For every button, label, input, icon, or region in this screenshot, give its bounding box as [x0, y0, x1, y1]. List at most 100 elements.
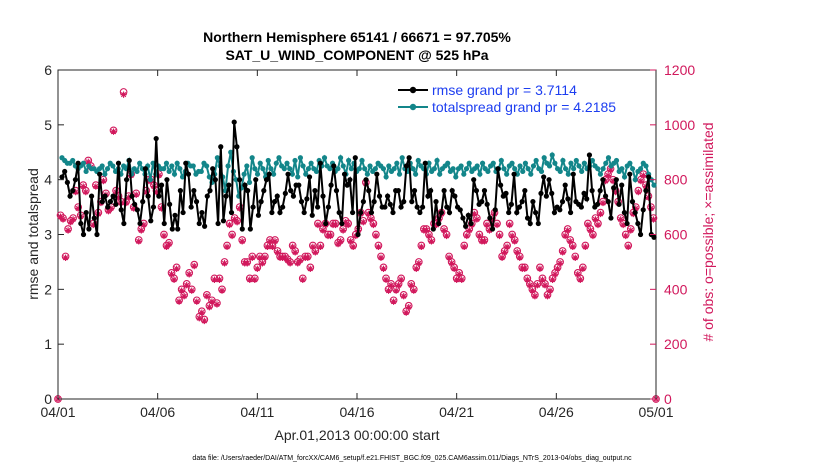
- rmse-point: [78, 220, 84, 227]
- totalspread-point: [498, 157, 504, 164]
- rmse-point: [371, 199, 377, 205]
- totalspread-point: [276, 155, 282, 161]
- x-tick-label: 04/06: [140, 404, 175, 420]
- rmse-point: [290, 193, 297, 199]
- rmse-point: [401, 199, 407, 205]
- rmse-point: [557, 207, 563, 213]
- rmse-point: [570, 171, 576, 177]
- obs-assimilated-point: [541, 282, 549, 289]
- obs-assimilated-point: [483, 221, 491, 229]
- rmse-point: [376, 193, 383, 199]
- obs-assimilated-point: [143, 188, 150, 196]
- rmse-point: [374, 171, 380, 177]
- legend-rmse-label: rmse grand pr = 3.7114: [432, 82, 577, 98]
- obs-assimilated-point: [529, 287, 536, 294]
- rmse-point: [223, 193, 229, 199]
- totalspread-point: [80, 160, 87, 166]
- obs-assimilated-point: [193, 298, 200, 305]
- rmse-point: [395, 188, 401, 194]
- totalspread-point: [134, 168, 140, 175]
- obs-assimilated-point: [120, 91, 127, 98]
- obs-assimilated-point: [170, 276, 178, 283]
- obs-assimilated-point: [72, 188, 79, 196]
- x-tick-label: 05/01: [638, 404, 673, 420]
- obs-assimilated-point: [228, 232, 236, 240]
- obs-assimilated-point: [105, 207, 112, 215]
- rmse-point: [113, 201, 119, 207]
- totalspread-point: [463, 166, 470, 172]
- obs-assimilated-point: [526, 282, 534, 289]
- rmse-point: [150, 204, 157, 210]
- totalspread-point: [163, 160, 170, 166]
- rmse-point: [142, 166, 149, 172]
- totalspread-point: [399, 155, 405, 161]
- totalspread-point: [335, 166, 341, 172]
- obs-assimilated-point: [188, 287, 195, 294]
- rmse-point: [651, 234, 657, 240]
- obs-assimilated-point: [572, 254, 579, 262]
- obs-assimilated-point: [471, 210, 478, 218]
- rmse-point: [177, 188, 183, 194]
- totalspread-point: [530, 163, 537, 169]
- totalspread-point: [573, 157, 579, 164]
- obs-assimilated-point: [254, 265, 261, 272]
- obs-assimilated-point: [221, 260, 228, 267]
- rmse-point: [341, 171, 348, 177]
- obs-assimilated-point: [594, 221, 602, 229]
- totalspread-point: [305, 166, 312, 172]
- rmse-point: [562, 182, 568, 188]
- obs-assimilated-point: [339, 227, 347, 234]
- totalspread-point: [321, 155, 328, 161]
- obs-assimilated-point: [607, 166, 614, 174]
- rmse-point: [425, 193, 431, 199]
- footer-data-file: data file: /Users/raeder/DAI/ATM_forcXX/…: [192, 455, 632, 462]
- obs-assimilated-point: [622, 232, 629, 240]
- rmse-point: [382, 204, 388, 210]
- obs-assimilated-point: [428, 238, 435, 245]
- obs-assimilated-point: [226, 221, 233, 229]
- obs-assimilated-point: [587, 227, 594, 234]
- rmse-point: [196, 220, 202, 227]
- obs-assimilated-point: [385, 287, 392, 294]
- obs-assimilated-point: [238, 238, 246, 245]
- obs-assimilated-point: [372, 232, 380, 240]
- y-tick-label-left: 2: [44, 281, 52, 297]
- obs-assimilated-point: [264, 243, 271, 251]
- totalspread-point: [171, 171, 178, 177]
- rmse-point: [115, 160, 122, 166]
- obs-assimilated-point: [410, 287, 417, 294]
- obs-assimilated-point: [206, 303, 213, 311]
- rmse-point: [126, 157, 132, 164]
- rmse-point: [199, 209, 205, 216]
- totalspread-point: [346, 157, 352, 164]
- obs-assimilated-point: [183, 282, 190, 289]
- totalspread-point: [538, 168, 545, 175]
- obs-assimilated-point: [574, 271, 581, 278]
- obs-assimilated-point: [619, 221, 627, 229]
- obs-assimilated-point: [251, 276, 259, 283]
- rmse-point: [586, 152, 593, 158]
- obs-assimilated-point: [271, 238, 279, 245]
- obs-assimilated-point: [59, 216, 67, 223]
- y-tick-label-right: 0: [664, 391, 672, 407]
- totalspread-point: [297, 155, 304, 161]
- rmse-point: [239, 226, 245, 232]
- rmse-point: [253, 177, 259, 183]
- rmse-point: [123, 177, 130, 183]
- totalspread-point: [137, 160, 143, 166]
- obs-assimilated-point: [208, 298, 216, 305]
- rmse-point: [185, 171, 192, 177]
- totalspread-point: [533, 157, 539, 164]
- obs-assimilated-point: [74, 205, 82, 212]
- rmse-point: [584, 196, 590, 202]
- rmse-point: [527, 220, 533, 227]
- totalspread-point: [372, 166, 379, 172]
- y-tick-label-left: 4: [44, 172, 52, 188]
- totalspread-point: [638, 166, 644, 172]
- legend-rmse-marker: [409, 86, 417, 94]
- obs-assimilated-point: [289, 243, 296, 251]
- totalspread-point: [643, 163, 649, 169]
- obs-assimilated-point: [100, 177, 107, 185]
- axis-ticks-group: 04/01 04/06 04/11 04/16 04/21 04/26 05/0101234…: [40, 62, 695, 420]
- totalspread-point: [581, 160, 587, 166]
